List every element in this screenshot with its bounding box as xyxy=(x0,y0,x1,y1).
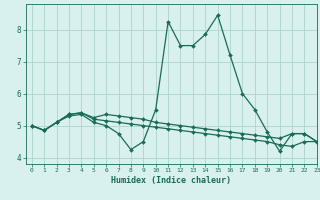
X-axis label: Humidex (Indice chaleur): Humidex (Indice chaleur) xyxy=(111,176,231,185)
